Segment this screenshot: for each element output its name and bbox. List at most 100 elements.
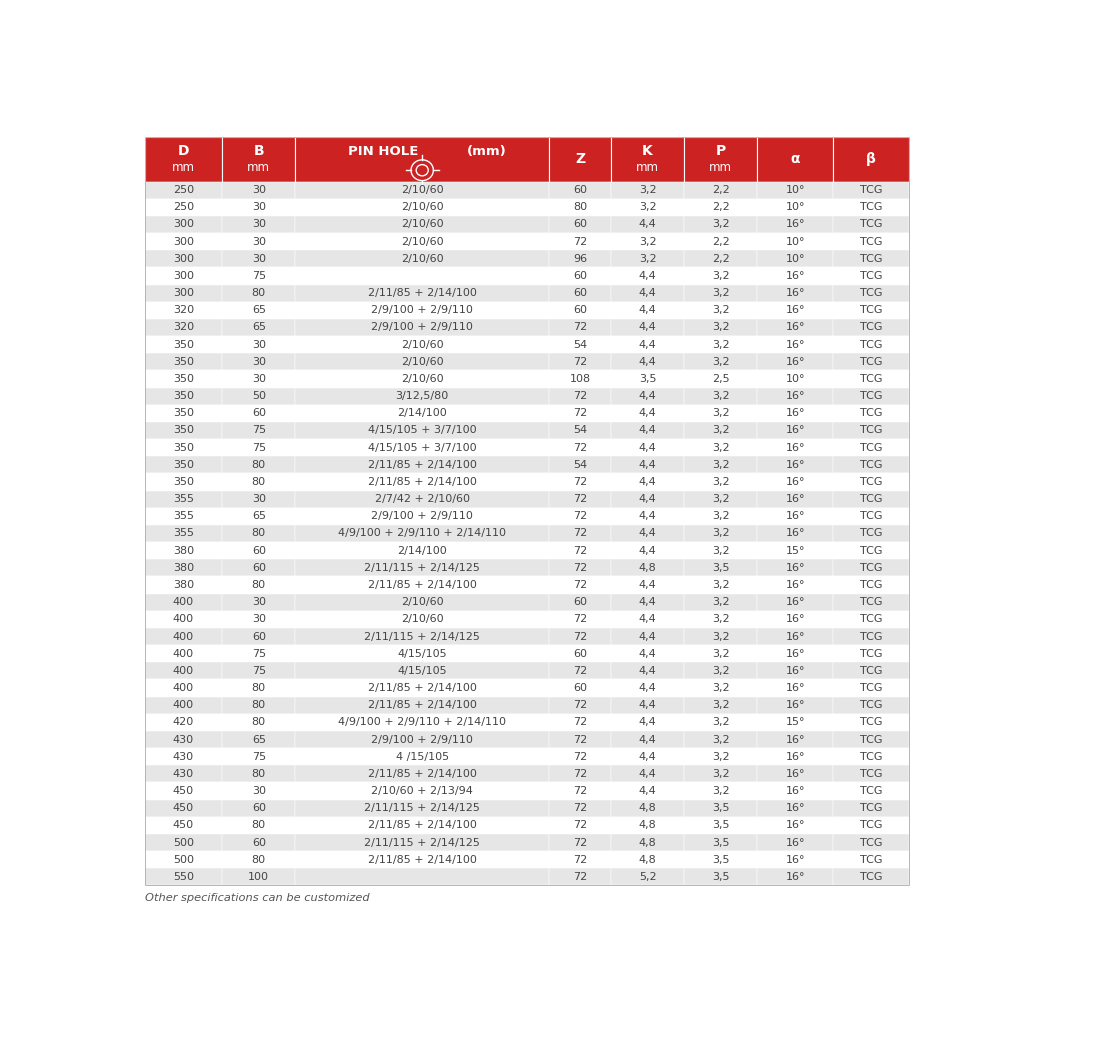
Bar — [757, 559, 832, 576]
Bar — [832, 542, 909, 559]
Bar — [144, 696, 222, 714]
Bar — [295, 508, 549, 525]
Text: 60: 60 — [573, 305, 587, 316]
Bar — [832, 834, 909, 851]
Bar — [144, 594, 222, 610]
Bar — [549, 765, 611, 783]
Text: 430: 430 — [173, 752, 194, 762]
Bar — [222, 439, 295, 457]
Bar — [549, 198, 611, 216]
Bar — [610, 559, 684, 576]
Bar — [757, 302, 832, 319]
Bar — [144, 216, 222, 233]
Text: 300: 300 — [173, 219, 194, 229]
Bar — [610, 198, 684, 216]
Text: 80: 80 — [573, 202, 587, 212]
Bar — [222, 696, 295, 714]
Bar — [295, 559, 549, 576]
Text: 3,2: 3,2 — [712, 391, 729, 401]
Bar — [684, 268, 757, 284]
Bar — [684, 198, 757, 216]
Text: 2/11/85 + 2/14/100: 2/11/85 + 2/14/100 — [367, 289, 476, 298]
Text: 2/11/115 + 2/14/125: 2/11/115 + 2/14/125 — [364, 631, 481, 641]
Text: 250: 250 — [173, 185, 194, 195]
Text: 16°: 16° — [786, 769, 805, 778]
Bar — [757, 319, 832, 336]
Bar — [295, 731, 549, 748]
Bar — [610, 439, 684, 457]
Text: 108: 108 — [569, 374, 591, 384]
Bar — [549, 216, 611, 233]
Text: 10°: 10° — [786, 237, 805, 247]
Bar — [295, 817, 549, 834]
Text: 400: 400 — [173, 631, 194, 641]
Text: 3,5: 3,5 — [712, 838, 729, 848]
Text: 3,2: 3,2 — [638, 253, 656, 264]
Bar — [222, 198, 295, 216]
Text: 3,2: 3,2 — [712, 289, 729, 298]
Bar — [610, 594, 684, 610]
Bar — [832, 233, 909, 250]
Text: 75: 75 — [252, 752, 265, 762]
Bar — [757, 491, 832, 508]
Text: 3,2: 3,2 — [712, 408, 729, 418]
Text: 16°: 16° — [786, 872, 805, 882]
Bar — [757, 799, 832, 817]
Bar — [757, 250, 832, 268]
Bar — [222, 680, 295, 696]
Bar — [144, 576, 222, 594]
Bar — [684, 594, 757, 610]
Bar — [295, 216, 549, 233]
Text: 5,2: 5,2 — [638, 872, 656, 882]
Text: TCG: TCG — [859, 820, 882, 830]
Bar — [832, 137, 909, 182]
Bar — [610, 457, 684, 473]
Bar — [832, 284, 909, 302]
Text: TCG: TCG — [859, 374, 882, 384]
Text: 16°: 16° — [786, 597, 805, 607]
Text: 4,4: 4,4 — [638, 426, 656, 436]
Text: 450: 450 — [173, 803, 194, 813]
Bar — [222, 817, 295, 834]
Bar — [144, 371, 222, 387]
Bar — [222, 748, 295, 765]
Bar — [832, 457, 909, 473]
Bar — [832, 765, 909, 783]
Text: 80: 80 — [252, 769, 265, 778]
Bar — [549, 439, 611, 457]
Bar — [684, 491, 757, 508]
Bar — [222, 371, 295, 387]
Text: 16°: 16° — [786, 305, 805, 316]
Text: 4,4: 4,4 — [638, 442, 656, 453]
Text: TCG: TCG — [859, 339, 882, 350]
Text: 75: 75 — [252, 649, 265, 659]
Text: 2/11/85 + 2/14/100: 2/11/85 + 2/14/100 — [367, 477, 476, 487]
Text: 30: 30 — [252, 253, 265, 264]
Text: 4,8: 4,8 — [638, 838, 656, 848]
Bar — [222, 576, 295, 594]
Text: TCG: TCG — [859, 408, 882, 418]
Bar — [549, 250, 611, 268]
Bar — [610, 319, 684, 336]
Text: 4,4: 4,4 — [638, 580, 656, 590]
Bar — [684, 834, 757, 851]
Bar — [295, 834, 549, 851]
Bar — [832, 268, 909, 284]
Bar — [295, 662, 549, 680]
Text: 3,2: 3,2 — [638, 237, 656, 247]
Text: 250: 250 — [173, 202, 194, 212]
Bar — [610, 284, 684, 302]
Bar — [549, 284, 611, 302]
Text: PIN HOLE: PIN HOLE — [349, 144, 418, 158]
Text: 30: 30 — [252, 202, 265, 212]
Bar — [684, 371, 757, 387]
Bar — [549, 353, 611, 371]
Text: 3,2: 3,2 — [712, 460, 729, 470]
Bar — [684, 817, 757, 834]
Text: 10°: 10° — [786, 374, 805, 384]
Text: 72: 72 — [573, 528, 587, 539]
Text: 4,4: 4,4 — [638, 494, 656, 504]
Bar — [549, 508, 611, 525]
Bar — [295, 696, 549, 714]
Bar — [549, 817, 611, 834]
